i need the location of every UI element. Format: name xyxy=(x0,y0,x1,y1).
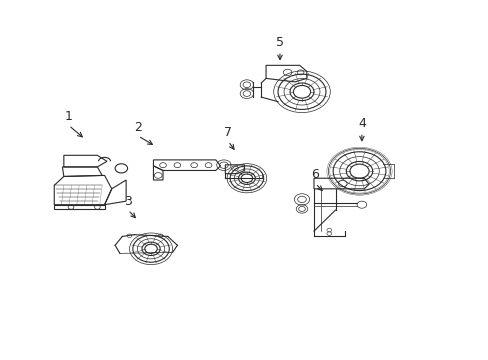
Text: 5: 5 xyxy=(275,36,284,49)
Text: 2: 2 xyxy=(134,121,142,134)
Text: 6: 6 xyxy=(311,168,319,181)
Text: 1: 1 xyxy=(64,110,72,123)
Text: 4: 4 xyxy=(357,117,365,130)
Text: 3: 3 xyxy=(124,195,132,208)
Text: 7: 7 xyxy=(224,126,232,139)
